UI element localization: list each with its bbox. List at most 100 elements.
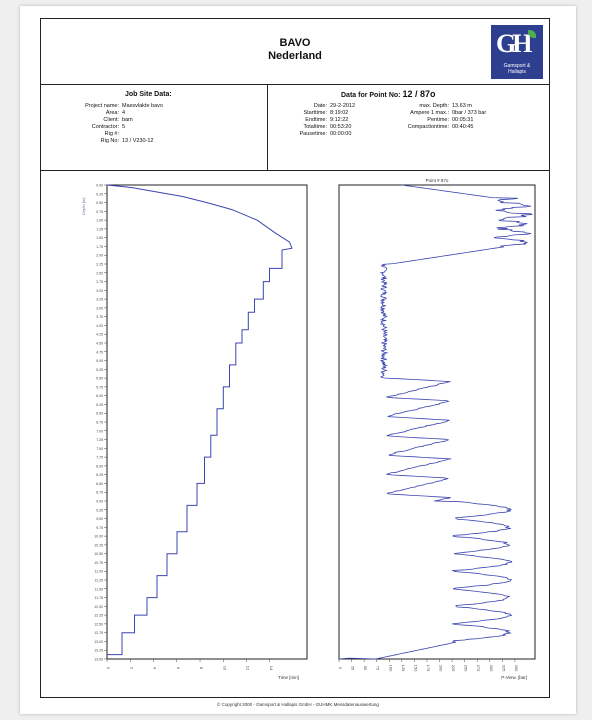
job-row: Rig #: (61, 131, 163, 138)
depth-tick-label: 2.50 (96, 271, 103, 275)
logo-mark: GH (496, 29, 533, 58)
depth-tick-label: 4.50 (96, 342, 103, 346)
report-title: BAVO Nederland (41, 37, 549, 63)
depth-tick-label: 7.25 (96, 438, 103, 442)
point-label: Starttime: (303, 110, 327, 116)
depth-tick-label: 0.50 (96, 201, 103, 205)
x-tick-label: 100 (388, 665, 393, 672)
depth-tick-label: 2.00 (96, 254, 103, 258)
job-row: Area: 4 (61, 110, 163, 117)
depth-tick-label: 5.00 (96, 359, 103, 363)
point-value: 9:12:22 (330, 117, 349, 123)
point-number: 12 / 87o (402, 89, 436, 99)
job-label: Project name: (85, 103, 119, 109)
depth-tick-label: 4.75 (96, 350, 103, 354)
depth-tick-label: 10.25 (94, 543, 103, 547)
point-label: Ampere 1 max.: (410, 110, 449, 116)
point-row: Compactiontime: 00:40:45 (381, 124, 486, 131)
depth-tick-label: 5.50 (96, 377, 103, 381)
x-tick-label: 14 (269, 666, 274, 671)
point-label: Endtime: (305, 117, 327, 123)
depth-tick-label: 12.75 (94, 631, 103, 635)
report-sheet: BAVO Nederland GH Gamsport & Hallapis Jo… (20, 6, 576, 714)
point-row: Pentime: 00:05:31 (381, 117, 486, 124)
depth-tick-label: 12.50 (94, 622, 103, 626)
x-tick-label: 250 (464, 665, 469, 672)
depth-tick-label: 8.75 (96, 491, 103, 495)
depth-tick-label: 13.25 (94, 649, 103, 653)
title-line-1: BAVO (279, 37, 311, 49)
left-plot: 0.00 0.25 0.50 0.75 1.00 1.25 1.50 1.75 2.00 2.25… (81, 184, 308, 680)
depth-tick-label: 0.25 (96, 192, 103, 196)
depth-tick-label: 10.00 (94, 535, 103, 539)
depth-tick-label: 11.00 (95, 570, 104, 574)
logo-subtitle-1: Gamsport & (503, 63, 531, 69)
depth-tick-label: 1.75 (96, 245, 103, 249)
x-tick-label: 50 (363, 666, 368, 671)
depth-tick-label: 3.50 (96, 306, 103, 310)
x-tick-label: 350 (514, 665, 519, 672)
depth-tick-label: 12.00 (94, 605, 103, 609)
job-row: Rig No: 13 / V230-12 (61, 138, 163, 145)
depth-tick-label: 8.00 (96, 464, 103, 468)
point-label: Pausetime: (299, 131, 327, 137)
point-row: Pausetime: 00:00:00 (285, 131, 355, 138)
point-value: 0bar / 373 bar (452, 110, 487, 116)
depth-tick-label: 5.25 (96, 368, 103, 372)
x-tick-label: 75 (376, 666, 381, 671)
depth-tick-label: 6.50 (96, 412, 103, 416)
point-left-list: Date: 29-2-2012 Starttime: 8:19:02 Endtime… (285, 103, 355, 138)
plot-frame (106, 184, 308, 660)
x-tick-label: 275 (476, 665, 481, 672)
x-axis-label: Time [min] (278, 675, 299, 680)
depth-tick-label: 1.50 (96, 236, 103, 240)
depth-tick-label: 6.00 (96, 394, 103, 398)
x-tick-label: 10 (222, 666, 227, 671)
depth-tick-label: 6.75 (96, 421, 103, 425)
x-tick-label: 175 (426, 665, 431, 672)
job-value: 13 / V230-12 (122, 138, 154, 144)
x-tick-label: 125 (401, 665, 406, 672)
depth-tick-label: 13.00 (94, 640, 103, 644)
point-right-list: max. Depth: 13.63 m Ampere 1 max.: 0bar / … (381, 103, 487, 131)
info-section: Job Site Data: Project name: Massvlakte b… (41, 85, 549, 171)
depth-tick-label: 3.75 (96, 315, 103, 319)
report-frame: BAVO Nederland GH Gamsport & Hallapis Jo… (40, 18, 550, 698)
job-site-list: Project name: Massvlakte bavo Area: 4 Clie… (61, 103, 163, 145)
depth-tick-label: 7.50 (96, 447, 103, 451)
copyright-footer: © Copyright 2000 - Gamsport & Hallapis G… (217, 702, 379, 707)
depth-tick-label: 2.25 (96, 263, 103, 267)
point-label: Date: (313, 103, 327, 109)
job-value: Massvlakte bavo (122, 103, 163, 109)
point-value: 8:19:02 (330, 110, 349, 116)
depth-tick-label: 0.00 (96, 184, 103, 188)
depth-tick-label: 5.75 (96, 385, 103, 389)
depth-tick-label: 11.50 (95, 587, 104, 591)
depth-tick-label: 4.00 (96, 324, 103, 328)
point-data-heading: Data for Point No: 12 / 87o (341, 89, 435, 99)
job-row: Contractor: 5 (61, 124, 163, 131)
x-tick-label: 2 (129, 667, 134, 670)
depth-tick-label: 10.75 (94, 561, 103, 565)
depth-tick-label: 9.25 (96, 508, 103, 512)
depth-tick-label: 8.25 (96, 473, 103, 477)
logo-subtitle: Gamsport & Hallapis (491, 63, 543, 75)
point-row: max. Depth: 13.63 m (381, 103, 486, 110)
point-row: Date: 29-2-2012 (285, 103, 355, 110)
info-divider (267, 85, 268, 170)
series-line (106, 184, 293, 656)
job-value: 4 (122, 110, 126, 116)
x-tick-label: 25 (351, 666, 356, 671)
depth-tick-label: 9.50 (96, 517, 103, 521)
x-axis-label: P-Verw. [bar] (501, 675, 527, 680)
point-label: max. Depth: (419, 103, 449, 109)
report-header: BAVO Nederland GH Gamsport & Hallapis (41, 19, 549, 85)
logo-subtitle-2: Hallapis (508, 69, 526, 75)
depth-tick-label: 7.00 (96, 429, 103, 433)
point-label: Totaltime: (303, 124, 327, 130)
depth-tick-label: 4.25 (96, 333, 103, 337)
depth-tick-label: 13.50 (94, 658, 103, 662)
depth-tick-label: 11.25 (95, 579, 104, 583)
job-label: Rig No: (100, 138, 119, 144)
right-plot: 0 25 50 75 100 125 150 175 200 225 250 275 300 325 350… (338, 178, 536, 680)
